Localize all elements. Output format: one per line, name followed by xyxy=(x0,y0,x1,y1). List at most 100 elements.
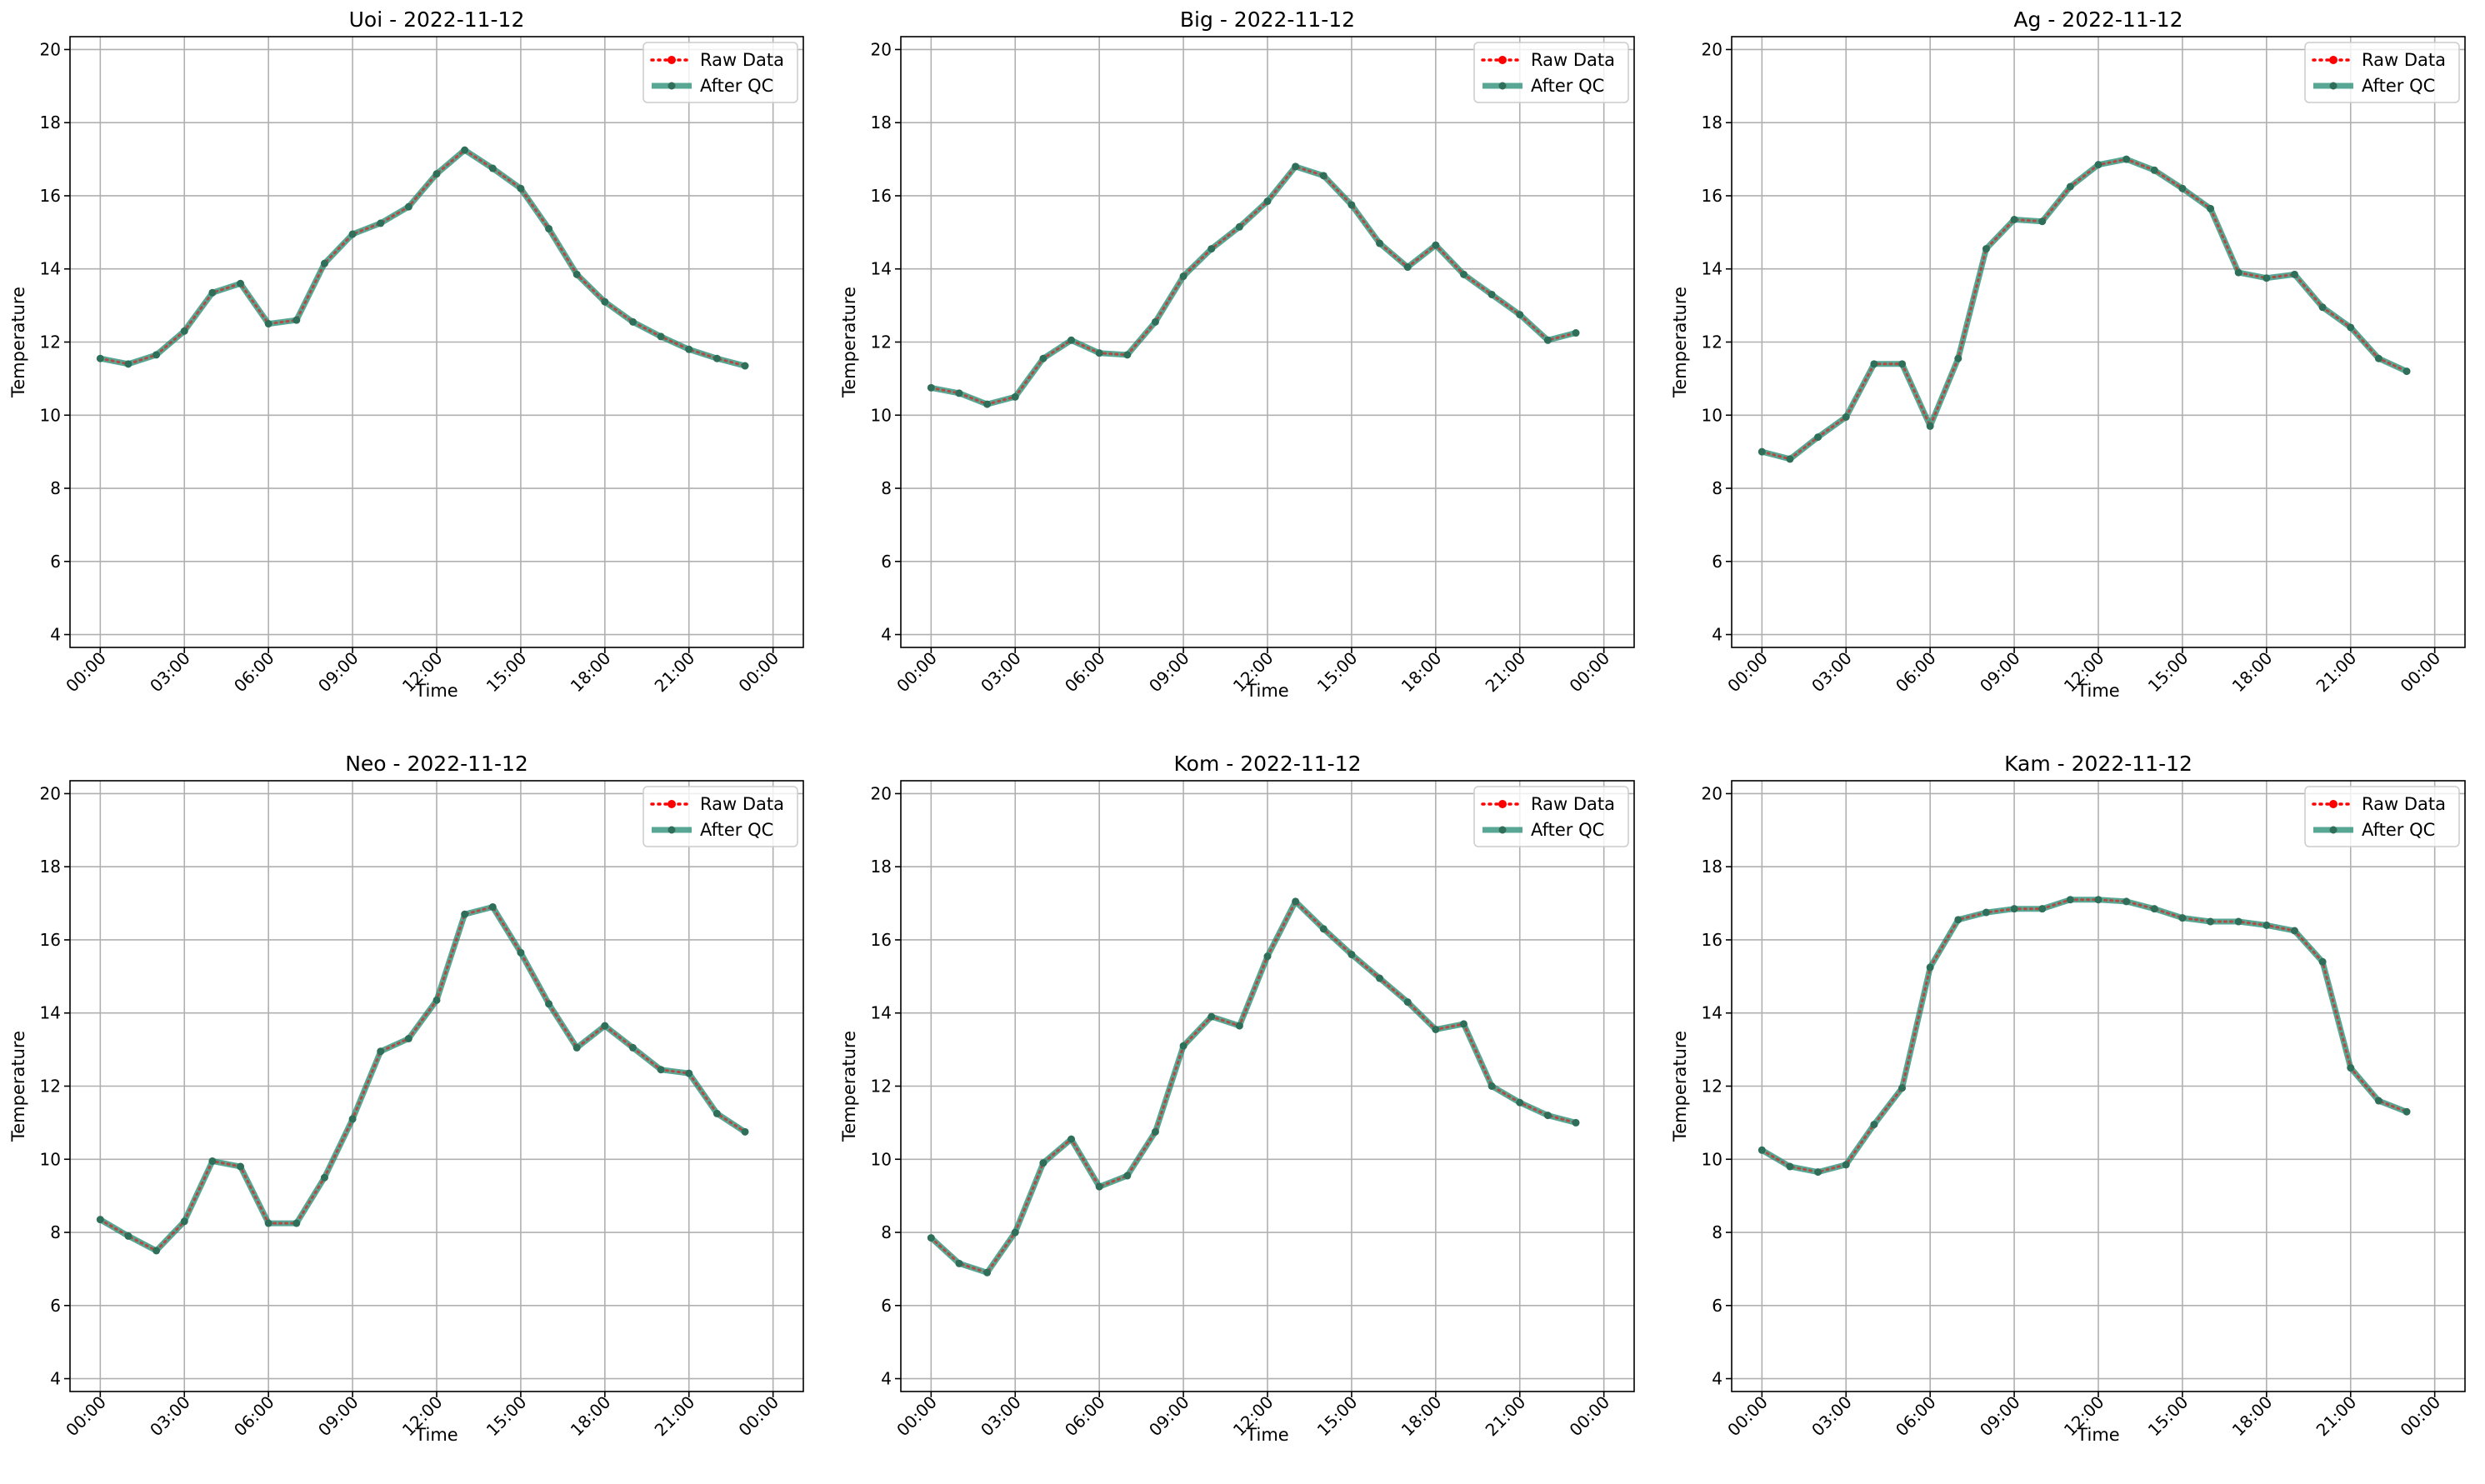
data-point-after-qc xyxy=(461,910,469,918)
x-tick-label: 09:00 xyxy=(1145,648,1193,697)
y-tick-label: 4 xyxy=(881,1369,892,1389)
series-line-raw-data xyxy=(98,148,747,367)
data-point-after-qc xyxy=(2122,155,2131,163)
y-tick-label: 6 xyxy=(881,552,892,572)
x-tick-label: 15:00 xyxy=(1313,1392,1362,1441)
data-point-after-qc xyxy=(2290,927,2298,935)
y-tick-label: 8 xyxy=(50,478,61,498)
axes-frame xyxy=(69,36,804,648)
x-tick-label: 09:00 xyxy=(1976,648,2024,697)
y-axis-label: Temperature xyxy=(839,287,859,398)
y-tick-label: 6 xyxy=(881,1296,892,1316)
y-tick-label: 20 xyxy=(1702,783,1722,803)
y-tick-label: 18 xyxy=(40,857,61,877)
data-point-after-qc xyxy=(628,1043,637,1052)
data-point-after-qc xyxy=(1235,222,1243,231)
data-point-after-qc xyxy=(2010,215,2018,223)
chart-title: Kom - 2022-11-12 xyxy=(1174,752,1362,776)
legend-marker-raw-data xyxy=(2329,800,2338,808)
data-point-after-qc xyxy=(348,1115,357,1123)
x-tick-label: 00:00 xyxy=(892,648,941,697)
x-axis-label: Time xyxy=(2076,681,2119,701)
legend-marker-after-qc xyxy=(2329,826,2338,834)
series-line-raw-data xyxy=(929,899,1578,1275)
y-tick-label: 18 xyxy=(40,112,61,132)
data-point-after-qc xyxy=(983,400,992,408)
x-tick-label: 21:00 xyxy=(1482,648,1530,697)
legend-label: After QC xyxy=(2362,76,2435,96)
data-point-after-qc xyxy=(2402,1107,2411,1116)
data-point-after-qc xyxy=(1898,1084,1907,1092)
series-line-after-qc xyxy=(98,904,747,1254)
data-point-after-qc xyxy=(320,1173,328,1182)
y-axis-label: Temperature xyxy=(1670,1031,1690,1142)
data-point-after-qc xyxy=(1842,412,1850,421)
y-tick-label: 10 xyxy=(871,1149,892,1169)
data-point-after-qc xyxy=(1870,360,1878,368)
x-axis-label: Time xyxy=(2076,1425,2119,1445)
data-point-after-qc xyxy=(152,351,161,359)
y-tick-label: 14 xyxy=(871,1003,892,1023)
data-point-after-qc xyxy=(1011,1228,1019,1237)
data-point-after-qc xyxy=(1786,1162,1794,1171)
axes-frame xyxy=(900,36,1635,648)
data-point-after-qc xyxy=(124,1232,132,1240)
x-tick-label: 06:00 xyxy=(1061,648,1109,697)
y-tick-label: 8 xyxy=(1712,1222,1722,1242)
data-point-after-qc xyxy=(2094,161,2102,169)
x-tick-label: 09:00 xyxy=(1976,1392,2024,1441)
series-line-after-qc xyxy=(928,898,1577,1276)
legend-label: After QC xyxy=(1531,820,1604,840)
x-tick-label: 00:00 xyxy=(2396,1392,2444,1441)
x-tick-label: 00:00 xyxy=(1723,1392,1772,1441)
data-point-after-qc xyxy=(2374,1097,2382,1105)
legend: Raw Data After QC xyxy=(642,42,798,103)
legend-label: After QC xyxy=(2362,820,2435,840)
y-axis-label: Temperature xyxy=(1670,287,1690,398)
y-tick-label: 12 xyxy=(40,332,61,352)
legend-marker-raw-data xyxy=(1498,800,1507,808)
y-tick-label: 12 xyxy=(871,332,892,352)
y-tick-label: 6 xyxy=(1712,1296,1722,1316)
data-point-after-qc xyxy=(2262,274,2271,282)
data-point-after-qc xyxy=(180,327,188,335)
data-point-after-qc xyxy=(1095,349,1103,357)
data-point-after-qc xyxy=(1179,1042,1188,1050)
data-point-after-qc xyxy=(1814,433,1822,442)
data-point-after-qc xyxy=(657,332,665,341)
data-point-after-qc xyxy=(1842,1161,1850,1169)
y-tick-label: 16 xyxy=(871,186,892,206)
legend-marker-raw-data xyxy=(668,800,676,808)
data-point-after-qc xyxy=(1488,1082,1496,1090)
data-point-after-qc xyxy=(741,362,749,370)
data-point-after-qc xyxy=(124,360,132,368)
data-point-after-qc xyxy=(2178,914,2187,922)
y-axis-label: Temperature xyxy=(8,287,28,398)
data-point-after-qc xyxy=(1011,392,1019,401)
x-tick-label: 00:00 xyxy=(1565,1392,1613,1441)
data-point-after-qc xyxy=(1403,998,1412,1007)
legend-label: Raw Data xyxy=(700,794,784,814)
data-point-after-qc xyxy=(983,1268,992,1277)
x-tick-label: 00:00 xyxy=(734,648,782,697)
data-point-after-qc xyxy=(377,219,385,227)
data-point-after-qc xyxy=(685,345,693,353)
data-point-after-qc xyxy=(1123,1172,1132,1180)
data-point-after-qc xyxy=(1348,951,1356,959)
legend-marker-after-qc xyxy=(1498,826,1507,834)
y-axis-label: Temperature xyxy=(8,1031,28,1142)
y-tick-label: 4 xyxy=(50,1369,61,1389)
data-point-after-qc xyxy=(1982,245,1990,253)
x-tick-label: 21:00 xyxy=(2312,1392,2361,1441)
data-point-after-qc xyxy=(2207,917,2215,926)
y-tick-label: 12 xyxy=(40,1077,61,1097)
legend-marker-after-qc xyxy=(1498,82,1507,90)
data-point-after-qc xyxy=(1459,270,1468,278)
data-point-after-qc xyxy=(2347,1064,2355,1072)
series-line-raw-data xyxy=(98,905,747,1252)
data-point-after-qc xyxy=(601,1022,609,1030)
data-point-after-qc xyxy=(488,164,497,172)
y-tick-label: 14 xyxy=(40,1003,61,1023)
y-tick-label: 16 xyxy=(1702,930,1722,950)
data-point-after-qc xyxy=(2038,217,2047,226)
